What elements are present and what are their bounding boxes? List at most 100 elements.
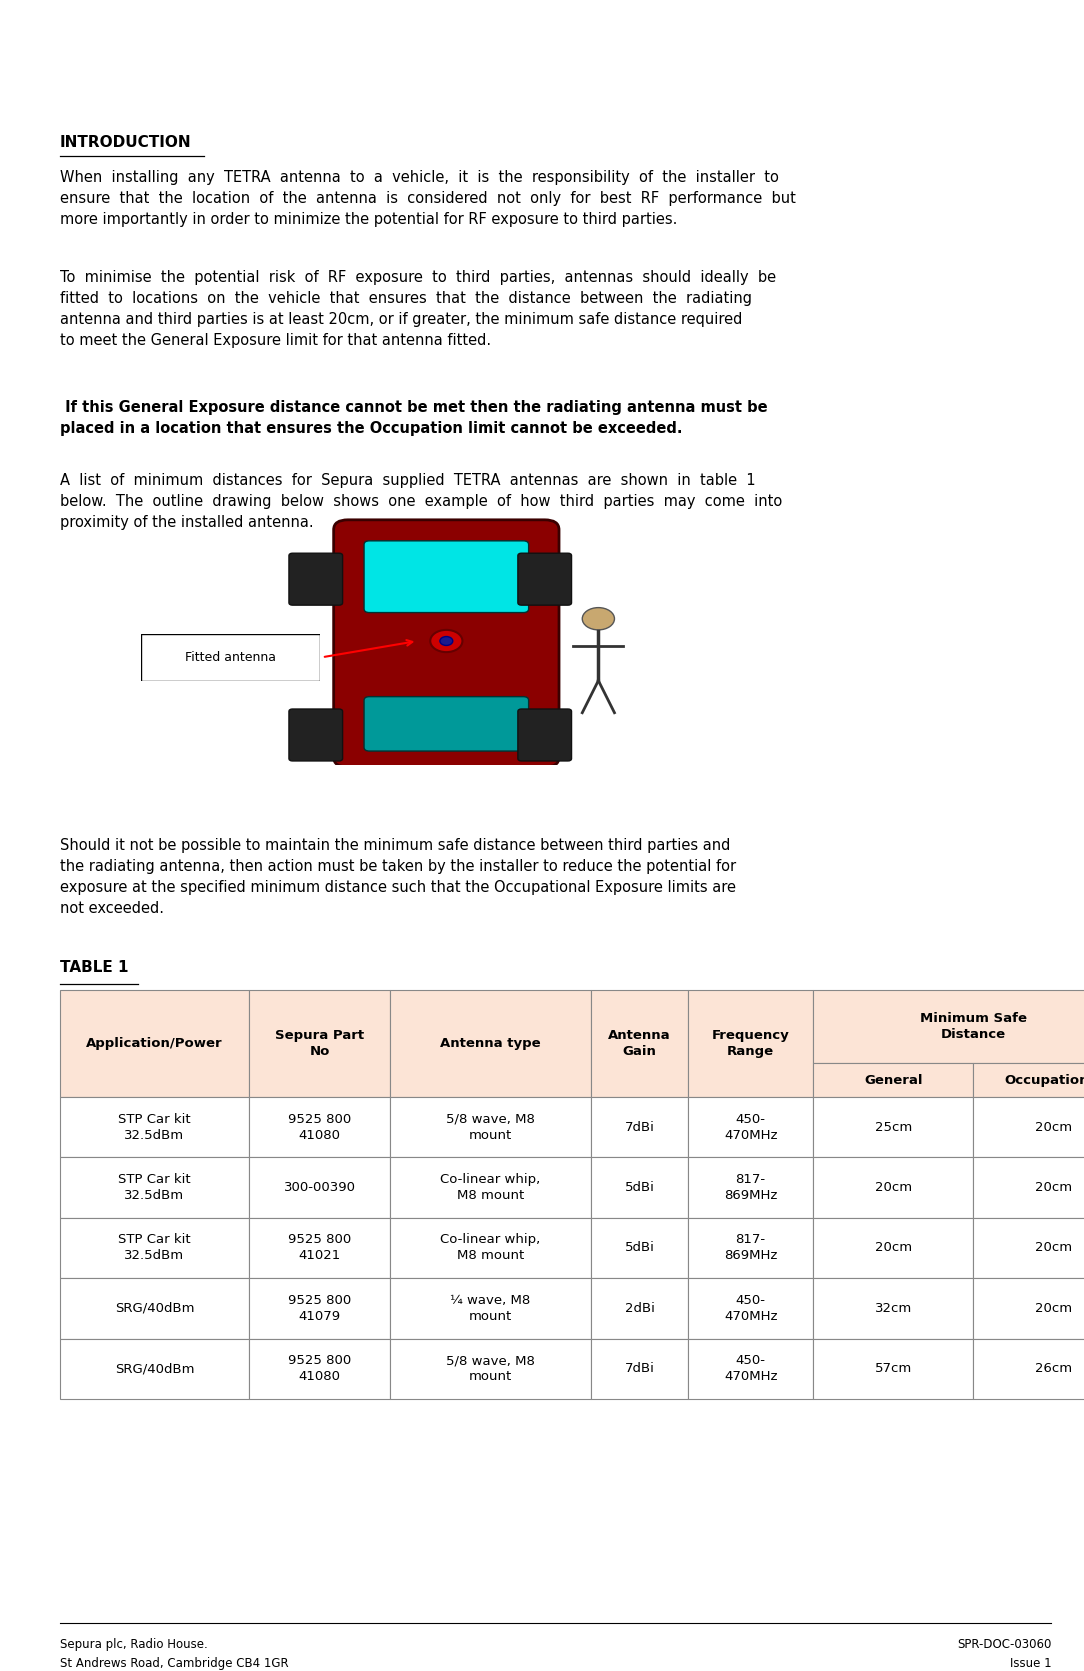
Bar: [813, 1338, 973, 1399]
Text: 20cm: 20cm: [875, 1181, 912, 1195]
Text: Sepura plc, Radio House.
St Andrews Road, Cambridge CB4 1GR
www.sepura.com: Sepura plc, Radio House. St Andrews Road…: [60, 1638, 288, 1671]
Text: 2dBi: 2dBi: [624, 1302, 655, 1315]
Bar: [60, 1278, 249, 1338]
Text: General: General: [864, 1073, 922, 1086]
FancyBboxPatch shape: [518, 553, 571, 605]
Text: 7dBi: 7dBi: [624, 1121, 655, 1133]
Text: 9525 800
41021: 9525 800 41021: [288, 1233, 351, 1262]
Text: 57cm: 57cm: [875, 1362, 912, 1375]
Text: 9525 800
41080: 9525 800 41080: [288, 1113, 351, 1141]
Text: Occupational: Occupational: [1005, 1073, 1084, 1086]
Text: SRG/40dBm: SRG/40dBm: [115, 1302, 194, 1315]
Bar: [813, 1063, 973, 1096]
Text: 32cm: 32cm: [875, 1302, 912, 1315]
Text: Co-linear whip,
M8 mount: Co-linear whip, M8 mount: [440, 1173, 541, 1201]
Bar: [813, 1096, 973, 1158]
FancyBboxPatch shape: [289, 553, 343, 605]
Bar: [688, 1278, 813, 1338]
Bar: [390, 1096, 591, 1158]
Bar: [591, 1096, 688, 1158]
Bar: [813, 1218, 973, 1278]
Text: 20cm: 20cm: [875, 1242, 912, 1255]
Text: 817-
869MHz: 817- 869MHz: [724, 1233, 777, 1262]
Text: 450-
470MHz: 450- 470MHz: [724, 1354, 777, 1384]
Text: STP Car kit
32.5dBm: STP Car kit 32.5dBm: [118, 1113, 191, 1141]
Bar: [249, 1096, 390, 1158]
Bar: [390, 1218, 591, 1278]
Text: Vehicle Antenna Installation Guide: Vehicle Antenna Installation Guide: [237, 30, 673, 50]
Text: Antenna type: Antenna type: [440, 1038, 541, 1049]
Text: 20cm: 20cm: [1035, 1121, 1072, 1133]
FancyBboxPatch shape: [364, 697, 529, 750]
Bar: [591, 1218, 688, 1278]
Circle shape: [440, 637, 453, 645]
Bar: [973, 1158, 1084, 1218]
Text: If this General Exposure distance cannot be met then the radiating antenna must : If this General Exposure distance cannot…: [60, 401, 767, 436]
Text: Co-linear whip,
M8 mount: Co-linear whip, M8 mount: [440, 1233, 541, 1262]
Text: 26cm: 26cm: [1035, 1362, 1072, 1375]
Text: 300-00390: 300-00390: [284, 1181, 356, 1195]
Text: To  minimise  the  potential  risk  of  RF  exposure  to  third  parties,  anten: To minimise the potential risk of RF exp…: [60, 271, 776, 348]
Bar: [60, 991, 249, 1096]
Bar: [973, 1063, 1084, 1096]
Text: Minimum Safe
Distance: Minimum Safe Distance: [920, 1013, 1027, 1041]
Text: 450-
470MHz: 450- 470MHz: [724, 1293, 777, 1323]
Text: Should it not be possible to maintain the minimum safe distance between third pa: Should it not be possible to maintain th…: [60, 839, 736, 916]
Bar: [60, 1158, 249, 1218]
Text: 5dBi: 5dBi: [624, 1242, 655, 1255]
Bar: [390, 991, 591, 1096]
Text: 5dBi: 5dBi: [624, 1181, 655, 1195]
Text: 20cm: 20cm: [1035, 1242, 1072, 1255]
Text: 817-
869MHz: 817- 869MHz: [724, 1173, 777, 1201]
Text: TABLE 1: TABLE 1: [60, 961, 128, 976]
Circle shape: [430, 630, 463, 652]
Text: 9525 800
41079: 9525 800 41079: [288, 1293, 351, 1323]
Bar: [390, 1278, 591, 1338]
Text: 7dBi: 7dBi: [624, 1362, 655, 1375]
Bar: [813, 1278, 973, 1338]
Bar: [249, 1158, 390, 1218]
Text: STP Car kit
32.5dBm: STP Car kit 32.5dBm: [118, 1173, 191, 1201]
Bar: [591, 991, 688, 1096]
Circle shape: [582, 608, 615, 630]
Text: 25cm: 25cm: [875, 1121, 912, 1133]
Text: Sepura Part
No: Sepura Part No: [275, 1029, 364, 1058]
Bar: [973, 1338, 1084, 1399]
Bar: [973, 1096, 1084, 1158]
FancyBboxPatch shape: [289, 709, 343, 760]
Bar: [591, 1278, 688, 1338]
Bar: [591, 1338, 688, 1399]
Bar: [60, 1218, 249, 1278]
Text: Antenna
Gain: Antenna Gain: [608, 1029, 671, 1058]
Bar: [688, 1218, 813, 1278]
FancyBboxPatch shape: [364, 541, 529, 613]
Text: 5/8 wave, M8
mount: 5/8 wave, M8 mount: [447, 1354, 534, 1384]
Bar: [973, 1218, 1084, 1278]
Bar: [390, 1338, 591, 1399]
FancyBboxPatch shape: [518, 709, 571, 760]
Bar: [390, 1158, 591, 1218]
Bar: [688, 1338, 813, 1399]
Bar: [60, 1096, 249, 1158]
Text: INTRODUCTION: INTRODUCTION: [60, 135, 191, 150]
Bar: [813, 991, 1084, 1063]
Text: 5/8 wave, M8
mount: 5/8 wave, M8 mount: [447, 1113, 534, 1141]
Text: SPR-DOC-03060
Issue 1: SPR-DOC-03060 Issue 1: [957, 1638, 1051, 1671]
Bar: [688, 1096, 813, 1158]
Bar: [60, 1338, 249, 1399]
Bar: [249, 1218, 390, 1278]
Text: 20cm: 20cm: [1035, 1302, 1072, 1315]
Text: SPR-DOC-003060: SPR-DOC-003060: [16, 33, 164, 47]
Text: Application/Power: Application/Power: [86, 1038, 223, 1049]
FancyBboxPatch shape: [334, 520, 559, 767]
Bar: [591, 1158, 688, 1218]
Text: A  list  of  minimum  distances  for  Sepura  supplied  TETRA  antennas  are  sh: A list of minimum distances for Sepura s…: [60, 473, 782, 530]
Text: 450-
470MHz: 450- 470MHz: [724, 1113, 777, 1141]
Text: SRG/40dBm: SRG/40dBm: [115, 1362, 194, 1375]
Bar: [973, 1278, 1084, 1338]
Bar: [249, 1338, 390, 1399]
Bar: [249, 991, 390, 1096]
Text: 9525 800
41080: 9525 800 41080: [288, 1354, 351, 1384]
Text: Frequency
Range: Frequency Range: [712, 1029, 789, 1058]
Text: 20cm: 20cm: [1035, 1181, 1072, 1195]
